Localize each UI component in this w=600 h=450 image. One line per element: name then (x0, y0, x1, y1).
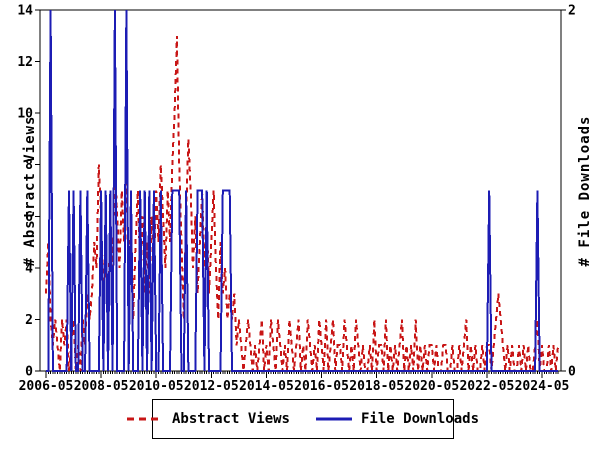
x-tick-label: 2008-05 (74, 379, 129, 394)
dashed-line-sample-icon (126, 417, 163, 421)
legend-label-abstract-views: Abstract Views (171, 411, 290, 427)
left-axis-title: # Abstract Views (22, 115, 38, 267)
x-tick-label: 2014-05 (239, 379, 294, 394)
series-line-abstract-views (45, 35, 560, 372)
legend-box: Abstract Views File Downloads (126, 399, 479, 439)
y-left-tick-label: 2 (25, 313, 33, 328)
right-axis-title: # File Downloads (577, 115, 593, 267)
y-left-tick-label: 12 (17, 55, 33, 70)
y-left-tick-label: 8 (25, 158, 33, 173)
y-left-tick-label: 4 (25, 261, 33, 276)
y-right-tick-label: 2 (568, 4, 576, 19)
y-left-tick-label: 6 (25, 210, 33, 225)
x-tick-label: 2022-05 (459, 379, 514, 394)
x-tick-label: 2020-05 (404, 379, 459, 394)
plot-border (39, 9, 562, 372)
y-left-tick-label: 14 (17, 4, 33, 19)
x-tick-label: 2006-05 (19, 379, 74, 394)
y-left-tick-label: 0 (25, 365, 33, 380)
x-tick-label: 2018-05 (349, 379, 404, 394)
legend-item-file-downloads: File Downloads (316, 411, 479, 427)
series-line-file-downloads (46, 9, 559, 372)
x-tick-label: 2024-05 (515, 379, 570, 394)
y-right-tick-label: 0 (568, 365, 576, 380)
x-tick-label: 2016-05 (294, 379, 349, 394)
x-tick-label: 2010-05 (129, 379, 184, 394)
legend-item-abstract-views: Abstract Views (126, 411, 290, 427)
y-left-tick-label: 10 (17, 107, 33, 122)
legend-label-file-downloads: File Downloads (361, 411, 480, 427)
x-tick-label: 2012-05 (184, 379, 239, 394)
solid-line-sample-icon (316, 417, 352, 421)
